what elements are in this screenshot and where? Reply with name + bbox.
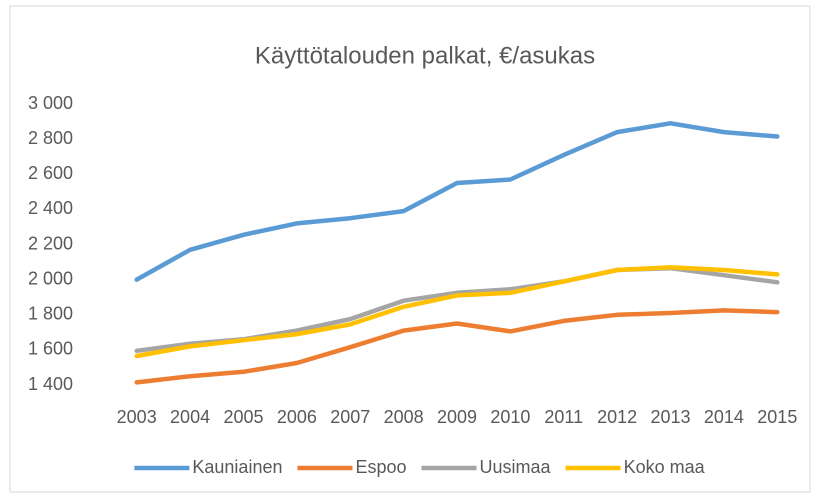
legend-label: Kauniainen (192, 457, 282, 477)
y-tick-label: 2 200 (28, 233, 73, 253)
y-tick-label: 2 000 (28, 268, 73, 288)
line-series (134, 265, 780, 359)
legend-label: Koko maa (624, 457, 706, 477)
chart-title: Käyttötalouden palkat, €/asukas (255, 42, 595, 69)
x-tick-label: 2014 (704, 407, 744, 427)
y-tick-label: 2 600 (28, 163, 73, 183)
x-tick-label: 2013 (651, 407, 691, 427)
x-tick-label: 2006 (277, 407, 317, 427)
y-tick-label: 1 800 (28, 304, 73, 324)
x-tick-label: 2011 (544, 407, 583, 427)
x-tick-label: 2007 (330, 407, 370, 427)
chart-border (9, 5, 811, 493)
x-tick-label: 2005 (223, 407, 263, 427)
x-tick-label: 2015 (757, 407, 797, 427)
y-tick-label: 2 400 (28, 198, 73, 218)
x-tick-label: 2010 (490, 407, 530, 427)
y-tick-label: 1 600 (28, 339, 73, 359)
x-tick-label: 2003 (117, 407, 157, 427)
legend-label: Espoo (355, 457, 406, 477)
legend-label: Uusimaa (480, 457, 552, 477)
y-tick-label: 3 000 (28, 93, 73, 113)
y-tick-label: 1 400 (28, 374, 73, 394)
x-tick-label: 2008 (384, 407, 424, 427)
x-tick-label: 2009 (437, 407, 477, 427)
x-tick-label: 2004 (170, 407, 210, 427)
line-series (134, 121, 780, 282)
y-tick-label: 2 800 (28, 128, 73, 148)
x-tick-label: 2012 (597, 407, 637, 427)
line-series (134, 308, 780, 385)
